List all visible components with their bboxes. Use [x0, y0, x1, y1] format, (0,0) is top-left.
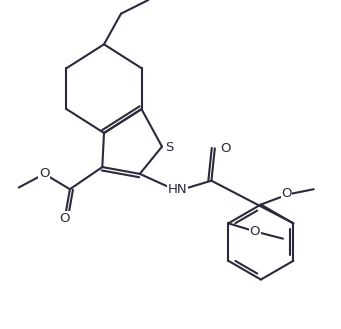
- Text: O: O: [220, 142, 231, 155]
- Text: HN: HN: [167, 183, 187, 196]
- Text: O: O: [39, 167, 49, 180]
- Text: S: S: [165, 141, 174, 154]
- Text: O: O: [60, 212, 70, 225]
- Text: O: O: [249, 225, 260, 238]
- Text: O: O: [281, 187, 292, 200]
